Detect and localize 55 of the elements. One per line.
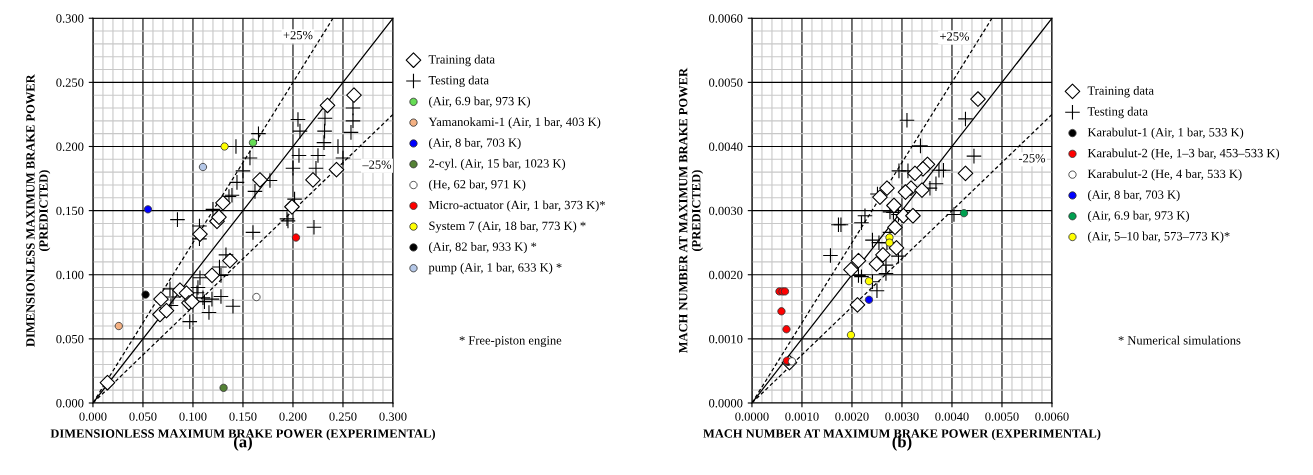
- x-tick-label: 0.0050: [985, 412, 1019, 421]
- y-axis-title: MACH NUMBER AT MAXIMUM BRAKE POWER (PREDICTED): [678, 67, 703, 354]
- y-tick-label: 0.0060: [709, 14, 743, 23]
- y-tick-label: 0.150: [56, 206, 84, 216]
- x-tick-label: 0.200: [279, 412, 307, 421]
- legend-label: Testing data: [1087, 106, 1148, 119]
- legend-label: pump (Air, 1 bar, 633 K) *: [428, 262, 562, 275]
- x-tick-label: 0.150: [229, 412, 257, 421]
- x-tick-label: 0.100: [179, 412, 207, 421]
- legend-label: (Air, 82 bar, 933 K) *: [429, 242, 537, 254]
- legend-label: (Air, 5–10 bar, 573–773 K)*: [1088, 231, 1230, 243]
- y-tick-label: 0.0010: [709, 334, 743, 344]
- legend-label: Training data: [428, 54, 495, 67]
- legend-label: Training data: [1087, 86, 1154, 98]
- y-axis-title: DIMENSIONLESS MAXIMUM BRAKE POWER (PREDICTED): [26, 74, 51, 347]
- x-tick-label: 0.0040: [935, 412, 969, 421]
- x-tick-label: 0.0000: [735, 412, 769, 421]
- y-tick-label: 0.0050: [709, 78, 743, 87]
- annotation: –25%: [362, 160, 392, 169]
- annotation: +25%: [283, 30, 313, 40]
- x-tick-label: 0.300: [379, 412, 407, 421]
- y-tick-label: 0.250: [56, 78, 84, 87]
- y-tick-label: 0.100: [56, 270, 84, 280]
- legend-label: (He, 62 bar, 971 K): [429, 179, 526, 191]
- x-tick-label: 0.0030: [885, 412, 919, 421]
- y-tick-label: 0.200: [56, 142, 84, 151]
- x-tick-label: 0.250: [329, 412, 357, 421]
- legend-label: Yamanokami-1 (Air, 1 bar, 403 K): [428, 117, 601, 129]
- y-tick-label: 0.0040: [709, 142, 743, 151]
- legend-label: (Air, 6.9 bar, 973 K): [429, 96, 531, 108]
- y-tick-label: 0.300: [56, 14, 84, 23]
- x-tick-label: 0.000: [79, 412, 107, 421]
- legend-label: Karabulut-1 (Air, 1 bar, 533 K): [1087, 127, 1244, 140]
- legend-label: Testing data: [428, 75, 489, 87]
- x-tick-label: 0.0010: [785, 412, 819, 421]
- legend-label: 2-cyl. (Air, 15 bar, 1023 K): [429, 158, 566, 171]
- legend-label: (Air, 8 bar, 703 K): [1088, 190, 1180, 202]
- x-tick-label: 0.0020: [835, 412, 869, 421]
- y-tick-label: 0.0020: [709, 270, 743, 280]
- legend-label: (Air, 6.9 bar, 973 K): [1088, 210, 1190, 223]
- annotation: +25%: [940, 32, 970, 41]
- x-tick-label: 0.0060: [1035, 412, 1069, 421]
- x-tick-label: 0.050: [129, 412, 157, 421]
- y-tick-label: 0.000: [56, 399, 84, 408]
- legend-label: Karabulut-2 (He, 1–3 bar, 453–533 K): [1087, 148, 1280, 160]
- text: * Free-piston engine: [459, 336, 562, 348]
- legend-label: (Air, 8 bar, 703 K): [429, 138, 521, 150]
- annotation: -25%: [1018, 154, 1046, 163]
- y-tick-label: 0.050: [56, 334, 84, 344]
- text: * Numerical simulations: [1118, 335, 1241, 345]
- legend-label: System 7 (Air, 18 bar, 773 K) *: [429, 221, 586, 233]
- y-tick-label: 0.0030: [709, 206, 743, 216]
- legend-label: Karabulut-2 (He, 4 bar, 533 K): [1087, 169, 1242, 181]
- y-tick-label: 0.0000: [709, 399, 743, 408]
- legend-label: Micro-actuator (Air, 1 bar, 373 K)*: [428, 200, 605, 212]
